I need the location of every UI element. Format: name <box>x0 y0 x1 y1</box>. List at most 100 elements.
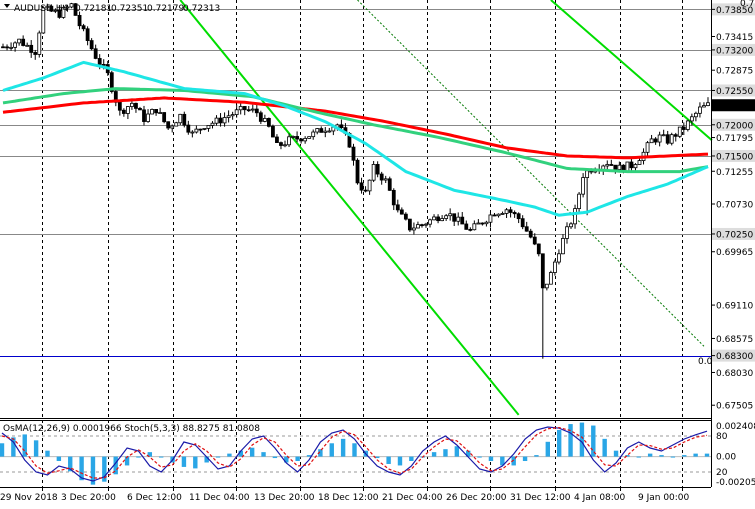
candle-body <box>581 177 586 195</box>
candle-body <box>573 208 577 225</box>
price-tick-box <box>712 227 755 240</box>
candle-body <box>500 213 505 215</box>
channel-lines <box>179 0 713 416</box>
candle-body <box>254 108 259 114</box>
oscillator-tick-label: -0.002059 <box>716 478 755 488</box>
price-tick-box <box>712 149 755 162</box>
ma-mid-line <box>2 87 709 174</box>
osma-bar <box>454 446 460 457</box>
price-tick-label: 0.72000 <box>716 121 753 131</box>
osma-bar <box>488 456 494 462</box>
price-tick-box <box>712 349 755 362</box>
candle-body <box>504 209 509 214</box>
candle-body <box>61 7 66 18</box>
osma-bar <box>193 456 198 469</box>
osma-bar <box>90 456 96 485</box>
osma-bar <box>386 456 391 464</box>
time-tick-label: 6 Dec 12:00 <box>127 493 182 503</box>
osma-bar <box>659 455 664 457</box>
candle-body <box>629 161 634 169</box>
osma-bar <box>56 456 62 462</box>
candle-body <box>65 6 70 9</box>
candle-body <box>226 115 231 118</box>
candle-body <box>41 7 46 34</box>
time-tick-label: 21 Dec 04:00 <box>382 493 443 503</box>
candle-body <box>154 109 158 114</box>
candle-body <box>5 46 9 49</box>
price-tick-label: 0.73200 <box>716 46 753 56</box>
candle-body <box>476 222 481 225</box>
osma-bar <box>545 441 551 457</box>
candle-body <box>315 128 320 133</box>
price-tick-label: 0.73415 <box>716 33 753 43</box>
osma-bar <box>534 455 539 457</box>
candle-body <box>673 134 678 137</box>
candle-body <box>150 109 154 115</box>
candle-body <box>186 124 191 133</box>
candle-body <box>214 117 219 124</box>
osma-bar <box>261 452 266 457</box>
candle-body <box>222 117 227 124</box>
candle-body <box>528 230 533 238</box>
osma-bar <box>625 455 630 457</box>
candle-body <box>395 204 400 211</box>
candle-body <box>645 142 650 153</box>
candle-body <box>117 101 122 111</box>
candle-body <box>444 215 449 219</box>
candle-body <box>424 223 428 226</box>
candle-body <box>275 136 279 143</box>
candle-body <box>681 126 686 130</box>
candle-body <box>488 214 493 223</box>
channel-line-dotted <box>357 0 705 347</box>
candle-body <box>57 9 62 18</box>
candle-body <box>130 102 134 107</box>
channel-line <box>179 0 520 416</box>
osma-bar <box>45 450 50 457</box>
osma-bar <box>682 455 687 457</box>
candle-body <box>327 130 332 133</box>
time-tick-label: 26 Dec 20:00 <box>446 493 507 503</box>
level-label: 0.0 <box>698 357 713 367</box>
candle-body <box>569 223 573 228</box>
oscillator-panel: 0.002408080 0.00 20-0.002059 <box>0 422 755 488</box>
candle-body <box>210 122 215 126</box>
time-tick-label: 3 Dec 20:00 <box>61 493 116 503</box>
candle-body <box>291 136 295 138</box>
candle-body <box>45 5 50 9</box>
candle-body <box>33 52 38 55</box>
candle-body <box>524 226 529 232</box>
time-axis: 29 Nov 2018 3 Dec 20:00 6 Dec 12:00 11 Dec … <box>0 487 690 503</box>
candle-body <box>480 222 485 225</box>
candle-body <box>49 5 54 12</box>
candle-body <box>230 114 235 117</box>
price-tick-box <box>712 3 755 16</box>
osma-bar <box>249 447 255 457</box>
candle-body <box>17 38 22 44</box>
chart-header: AUDUSD,H4 0.72181 0.72351 0.72179 0.7231… <box>4 4 220 14</box>
chart-frame <box>0 0 712 488</box>
candle-body <box>440 218 445 222</box>
osma-bar <box>158 456 164 458</box>
candle-body <box>436 216 440 222</box>
candle-body <box>234 109 239 115</box>
candle-body <box>548 272 553 285</box>
price-axis-top-cut: 0.7 <box>740 0 754 9</box>
candle-body <box>109 72 114 92</box>
candle-body <box>359 182 364 191</box>
osma-bar <box>306 455 312 457</box>
candle-body <box>190 131 195 134</box>
candle-body <box>468 228 473 231</box>
candle-body <box>146 113 150 122</box>
candle-body <box>516 213 521 220</box>
candle-body <box>508 209 513 213</box>
osma-bar <box>33 440 39 457</box>
candle-body <box>142 109 146 122</box>
candle-body <box>206 125 211 129</box>
chevron-down-icon[interactable] <box>4 4 10 8</box>
chart-ohlc-low: 0.72179 <box>147 4 184 14</box>
time-tick-label: 11 Dec 04:00 <box>189 493 250 503</box>
price-tick-box <box>712 43 755 56</box>
osma-bar <box>466 450 471 457</box>
